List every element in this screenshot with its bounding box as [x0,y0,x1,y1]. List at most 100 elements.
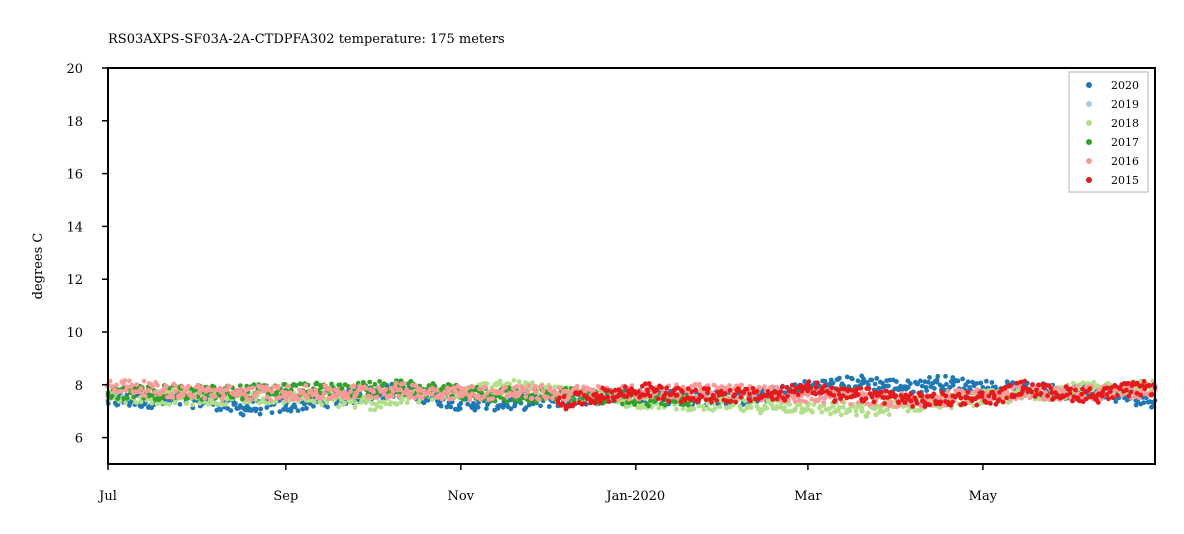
data-point-2016 [453,389,459,394]
data-point-2016 [246,386,252,392]
data-point-2016 [540,388,546,394]
data-point-2016 [401,380,407,386]
data-point-2016 [550,396,555,401]
data-point-2015 [706,386,711,392]
data-point-2015 [1034,387,1039,393]
data-point-2018 [797,402,803,408]
data-point-2020 [919,383,925,389]
data-point-2017 [337,382,343,388]
data-point-2015 [606,399,612,404]
data-point-2016 [264,394,270,400]
data-point-2020 [269,410,275,416]
data-point-2016 [285,383,291,389]
data-point-2020 [948,379,954,384]
data-point-2016 [442,389,447,395]
data-point-2015 [605,388,611,393]
data-point-2020 [924,388,930,393]
data-point-2018 [680,406,686,412]
data-point-2015 [1048,386,1054,391]
data-point-2020 [292,404,298,410]
data-point-2016 [371,389,376,395]
data-point-2015 [914,400,920,406]
data-point-2018 [205,401,211,407]
data-point-2017 [506,385,512,391]
data-point-2015 [1147,383,1153,388]
data-point-2016 [266,387,272,392]
data-point-2017 [314,380,319,386]
data-point-2015 [736,388,742,394]
data-point-2020 [915,381,920,387]
data-point-2016 [413,383,419,389]
data-point-2015 [1090,392,1096,398]
data-point-2018 [134,400,140,405]
data-point-2015 [813,384,819,390]
data-point-2016 [429,391,435,397]
data-point-2020 [283,403,289,409]
data-point-2015 [1036,382,1041,388]
data-point-2015 [896,400,902,406]
data-point-2018 [123,400,128,406]
data-point-2015 [785,393,790,399]
data-point-2016 [451,385,457,391]
data-point-2015 [1030,382,1035,387]
data-point-2015 [1150,392,1156,397]
data-point-2017 [479,390,484,396]
data-point-2015 [722,391,728,396]
data-point-2016 [523,394,529,399]
data-point-2016 [458,390,464,396]
data-point-2018 [717,404,723,410]
data-point-2020 [538,403,543,409]
data-point-2020 [908,381,913,386]
data-point-2020 [927,375,932,380]
data-point-2016 [821,400,826,405]
data-point-2018 [840,404,846,410]
data-point-2015 [1110,395,1116,401]
data-point-2020 [955,378,961,384]
data-point-2016 [150,383,156,389]
data-point-2020 [300,406,306,412]
data-point-2017 [658,401,664,407]
data-point-2017 [673,399,678,405]
data-point-2016 [124,384,130,390]
data-point-2015 [1138,392,1143,398]
data-point-2020 [970,379,975,385]
data-point-2018 [369,400,375,406]
data-point-2015 [996,397,1002,403]
data-point-2016 [512,390,518,396]
data-point-2015 [963,395,969,401]
data-point-2016 [345,395,351,401]
data-point-2016 [547,385,553,390]
data-point-2016 [160,387,165,393]
data-point-2016 [142,393,148,399]
data-point-2018 [876,410,882,415]
data-point-2018 [885,407,890,413]
data-point-2015 [1073,387,1078,393]
data-point-2015 [1004,395,1009,401]
data-point-2020 [177,402,183,407]
data-point-2015 [962,401,968,407]
data-point-2018 [349,399,355,405]
series-2015 [555,378,1158,412]
data-point-2016 [396,393,401,399]
data-point-2015 [866,386,872,391]
data-point-2016 [525,389,531,395]
data-point-2016 [129,382,135,388]
data-point-2018 [312,399,317,405]
data-point-2016 [202,395,208,401]
data-point-2015 [831,393,837,398]
data-point-2015 [784,384,790,390]
data-point-2016 [303,383,309,388]
data-point-2018 [383,401,389,407]
data-point-2018 [162,401,168,407]
data-point-2020 [218,407,224,413]
data-point-2016 [533,390,539,395]
data-point-2016 [337,390,343,396]
data-point-2015 [919,393,925,399]
data-point-2020 [508,406,514,412]
data-point-2015 [578,390,583,395]
data-point-2018 [1080,380,1086,385]
data-point-2015 [820,389,826,395]
data-point-2016 [122,378,128,383]
data-point-2016 [239,386,245,392]
